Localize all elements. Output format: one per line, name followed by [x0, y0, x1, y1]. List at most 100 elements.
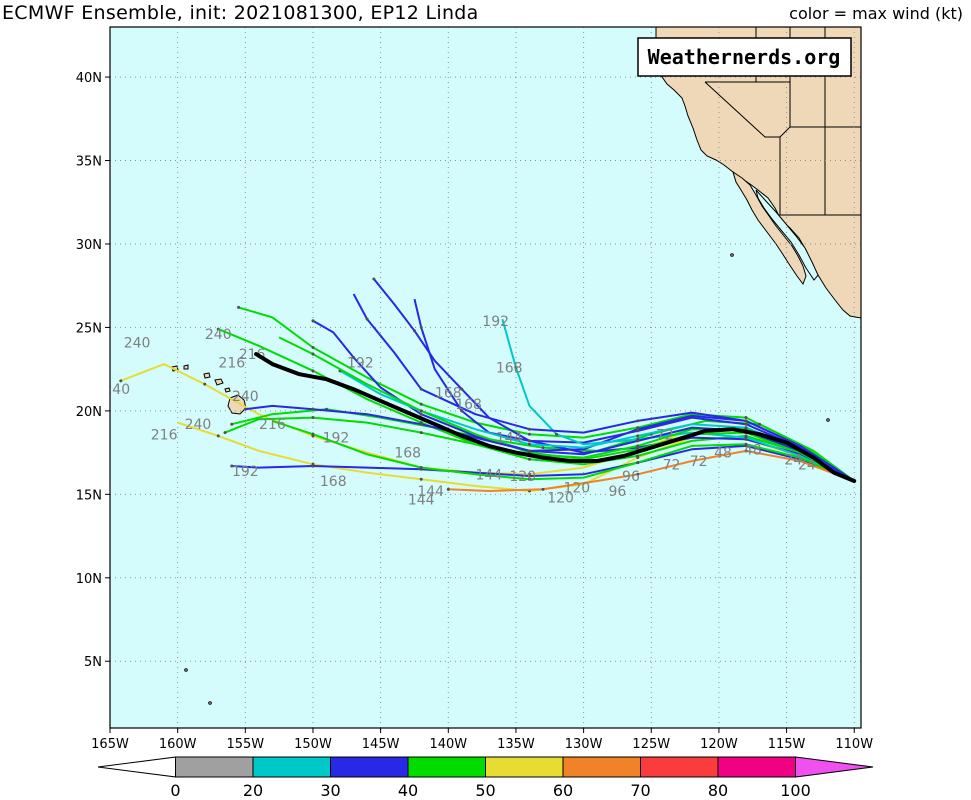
hour-label: 216 — [218, 355, 245, 371]
hour-label: 144 — [476, 467, 503, 483]
hour-label: 216 — [151, 427, 178, 443]
lat-tick-label: 40N — [76, 71, 102, 86]
member-track-point — [527, 442, 531, 446]
colorbar-label: 70 — [630, 781, 650, 800]
member-track-point — [419, 402, 423, 406]
colorbar-segment — [175, 756, 254, 778]
member-track-point — [636, 444, 640, 448]
hour-label: 24 — [798, 457, 816, 473]
member-track-point — [311, 319, 315, 323]
member-track-point — [636, 434, 640, 438]
hour-label: 192 — [232, 464, 259, 480]
hour-label: 72 — [663, 457, 681, 473]
lon-tick-label: 130W — [565, 737, 603, 752]
hour-label: 144 — [417, 484, 444, 500]
member-track-point — [419, 431, 423, 435]
lon-tick-label: 150W — [294, 737, 332, 752]
colorbar-segment — [717, 756, 796, 778]
lon-tick-label: 140W — [429, 737, 467, 752]
hour-label: 72 — [656, 427, 674, 443]
colorbar-label: 60 — [553, 781, 573, 800]
gulf-of-california — [755, 189, 819, 281]
member-track-point — [446, 487, 450, 491]
member-track-point — [555, 432, 559, 436]
member-track-point — [119, 379, 123, 383]
member-track-point — [460, 387, 464, 391]
hour-label: 120 — [509, 469, 536, 485]
lon-tick-label: 160W — [159, 737, 197, 752]
colorbar-label: 0 — [170, 781, 180, 800]
member-track-6 — [413, 298, 855, 482]
member-track-point — [352, 355, 356, 359]
member-track-point — [412, 329, 416, 333]
hour-label: 240 — [185, 417, 212, 433]
member-track-point — [527, 427, 531, 431]
colorbar-segment — [795, 756, 874, 778]
colorbar-label: 30 — [320, 781, 340, 800]
member-track-point — [372, 277, 376, 281]
member-track-point — [744, 436, 748, 440]
member-track-point — [311, 407, 315, 411]
hour-label: 192 — [482, 314, 509, 330]
member-track-point — [527, 474, 531, 478]
member-track-point — [311, 416, 315, 420]
member-track-point — [527, 449, 531, 453]
hour-label: 192 — [323, 431, 350, 447]
member-track-point — [460, 409, 464, 413]
member-track-point — [243, 407, 247, 411]
lon-tick-label: 145W — [362, 737, 400, 752]
hour-label: 168 — [394, 446, 421, 462]
watermark: Weathernerds.org — [637, 37, 852, 77]
member-track-point — [636, 461, 640, 465]
member-track-point — [419, 387, 423, 391]
lon-tick-label: 135W — [497, 737, 535, 752]
plot-frame — [109, 26, 862, 729]
member-track-point — [419, 466, 423, 470]
member-track-point — [527, 457, 531, 461]
lat-tick-label: 25N — [76, 321, 102, 336]
colorbar-label: 40 — [398, 781, 418, 800]
axis-ticks: 165W 160W 155W 150W 145W 140W 135W 130W 125W 120W… — [76, 71, 873, 752]
hour-label: 240 — [232, 389, 259, 405]
member-track-point — [311, 369, 315, 373]
colorbar-label: 50 — [475, 781, 495, 800]
lat-tick-label: 5N — [84, 655, 102, 670]
hour-label: 48 — [744, 442, 762, 458]
member-track-point — [744, 422, 748, 426]
hour-label: 144 — [408, 492, 435, 508]
lon-tick-label: 110W — [835, 737, 873, 752]
member-track-16 — [278, 336, 855, 482]
hour-label: 96 — [609, 484, 627, 500]
lat-tick-label: 30N — [76, 238, 102, 253]
hour-label: 192 — [347, 355, 374, 371]
member-track-point — [311, 345, 315, 349]
member-track-point — [419, 477, 423, 481]
wind-colorbar: 0 20 30 40 50 60 70 80 100 — [97, 756, 874, 800]
hour-label: 216 — [239, 347, 266, 363]
member-track-12 — [272, 419, 855, 482]
hour-label: 120 — [563, 481, 590, 497]
hour-label: 240 — [103, 382, 130, 398]
lat-tick-label: 35N — [76, 155, 102, 170]
member-track-point — [514, 365, 518, 369]
member-track-point — [203, 382, 207, 386]
member-track-point — [527, 439, 531, 443]
member-track-point — [311, 432, 315, 436]
member-track-point — [419, 422, 423, 426]
hour-label: 48 — [714, 446, 732, 462]
lat-tick-label: 20N — [76, 405, 102, 420]
member-track-point — [237, 305, 241, 309]
colorbar-segment — [330, 756, 409, 778]
colorbar-label: 80 — [708, 781, 728, 800]
hour-label: 168 — [496, 360, 523, 376]
member-track-point — [636, 472, 640, 476]
member-track-point — [744, 442, 748, 446]
colorbar-segment — [485, 756, 564, 778]
colorbar-label: 100 — [780, 781, 811, 800]
member-track-point — [744, 419, 748, 423]
hour-label: 168 — [435, 386, 462, 402]
member-track-point — [230, 422, 234, 426]
member-track-point — [527, 432, 531, 436]
member-track-15 — [352, 293, 855, 482]
